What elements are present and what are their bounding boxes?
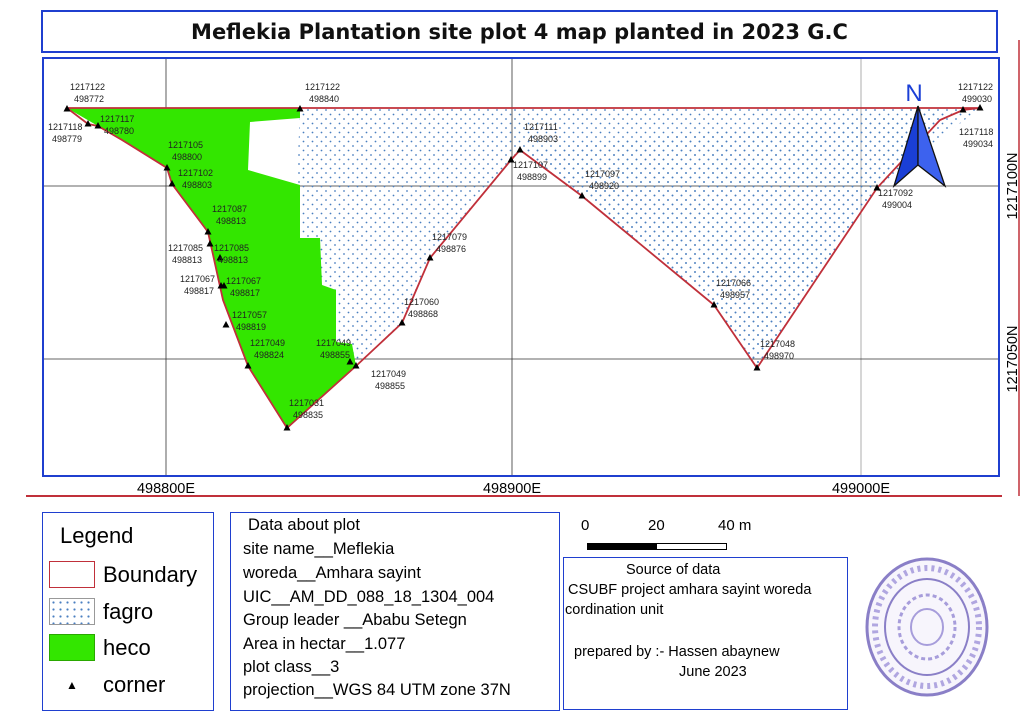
triangle-icon: ▲	[66, 677, 78, 692]
legend-label: fagro	[103, 598, 154, 624]
legend-label: corner	[103, 671, 166, 697]
corner-label: 1217057 498819	[232, 310, 267, 332]
corner-marker	[710, 301, 718, 308]
fagro-swatch	[49, 598, 95, 625]
corner-marker	[578, 192, 586, 199]
legend-label: Boundary	[103, 561, 198, 587]
corner-marker	[206, 240, 214, 247]
corner-label: 1217031 498835	[289, 398, 324, 420]
y-tick-label: 1217050N	[1005, 326, 1021, 393]
corner-label: 1217118 498779	[48, 122, 82, 144]
corner-label: 1217060 498868	[404, 297, 439, 319]
plot-info-line: woreda__Amhara sayint	[243, 564, 421, 582]
plot-info-line: Group leader __Ababu Setegn	[243, 611, 467, 629]
corner-marker	[220, 282, 228, 289]
corner-label: 1217092 499004	[878, 188, 913, 210]
corner-marker	[163, 164, 171, 171]
corner-marker	[398, 319, 406, 326]
scale-label: 40 m	[718, 517, 752, 534]
corner-label: 1217122 498840	[305, 82, 340, 104]
corner-marker	[63, 105, 71, 112]
corner-label: 1217067 498817	[180, 274, 215, 296]
scale-label: 20	[648, 517, 665, 534]
legend-item-fagro: fagro	[49, 598, 153, 625]
corner-label: 1217085 498813	[214, 243, 249, 265]
prepared-by: prepared by :- Hassen abaynew	[574, 644, 780, 660]
prepared-date: June 2023	[679, 664, 747, 680]
legend-label: heco	[103, 634, 151, 660]
corner-label: 1217097 498920	[585, 169, 620, 191]
map-title: Meflekia Plantation site plot 4 map plan…	[41, 10, 998, 53]
corner-label: 1217118 499034	[959, 127, 993, 149]
corner-label: 1217049 498855	[316, 338, 351, 360]
plot-info-box: Data about plot site name__Meflekia wore…	[230, 512, 560, 711]
corner-marker	[516, 146, 524, 153]
legend-title: Legend	[60, 523, 134, 548]
source-line: cordination unit	[565, 602, 664, 618]
corner-label: 1217079 498876	[432, 232, 467, 254]
corner-label: 1217107 498899	[513, 160, 548, 182]
corner-label: 1217122 499030	[958, 82, 993, 104]
plot-info-line: plot class__3	[243, 658, 340, 676]
plot-info-line: projection__WGS 84 UTM zone 37N	[243, 681, 511, 699]
x-tick-label: 498800E	[137, 481, 195, 497]
plot-info-line: Area in hectar__1.077	[243, 635, 406, 653]
corner-marker	[94, 122, 102, 129]
plot-info-line: UIC__AM_DD_088_18_1304_004	[243, 588, 495, 606]
x-tick-label: 499000E	[832, 481, 890, 497]
corner-marker	[959, 106, 967, 113]
corner-label: 1217049 498855	[371, 369, 406, 391]
corner-label: 1217105 498800	[168, 140, 203, 162]
corner-label: 1217048 498970	[760, 339, 795, 361]
corner-marker	[283, 424, 291, 431]
heco-area	[67, 108, 356, 428]
corner-label: 1217085 498813	[168, 243, 203, 265]
corner-marker	[346, 358, 354, 365]
x-tick-label: 498900E	[483, 481, 541, 497]
corner-label: 1217117 498780	[100, 114, 134, 136]
north-arrow: N	[892, 80, 947, 188]
scale-label: 0	[581, 517, 590, 534]
corner-marker	[244, 362, 252, 369]
legend-item-corner: ▲ corner	[49, 671, 165, 698]
legend-item-heco: heco	[49, 634, 151, 661]
corner-label: 1217102 498803	[178, 168, 213, 190]
plot-info-line: site name__Meflekia	[243, 540, 395, 558]
corner-label: 1217066 498957	[716, 278, 751, 300]
source-heading: Source of data	[626, 562, 721, 578]
corner-marker	[296, 105, 304, 112]
corner-label: 1217111 498903	[524, 122, 558, 144]
plot-info-heading: Data about plot	[248, 516, 360, 534]
corner-marker	[204, 228, 212, 235]
corner-marker	[753, 364, 761, 371]
scale-bar	[587, 543, 727, 550]
y-tick-label: 1217100N	[1005, 153, 1021, 220]
corner-marker	[976, 104, 984, 111]
heco-swatch	[49, 634, 95, 661]
corner-marker	[873, 184, 881, 191]
legend-item-boundary: Boundary	[49, 561, 197, 588]
corner-label: 1217122 498772	[70, 82, 105, 104]
boundary-swatch	[49, 561, 95, 588]
legend: Legend Boundary fagro heco ▲ corner	[42, 512, 214, 711]
corner-marker	[168, 180, 176, 187]
corner-label: 1217087 498813	[212, 204, 247, 226]
source-box: Source of data CSUBF project amhara sayi…	[563, 557, 848, 710]
corner-marker	[426, 254, 434, 261]
corner-marker	[216, 254, 224, 261]
corner-marker	[222, 321, 230, 328]
corner-marker	[84, 120, 92, 127]
corner-label: 1217049 498824	[250, 338, 285, 360]
corner-label: 1217067 498817	[226, 276, 261, 298]
corner-marker	[352, 362, 360, 369]
source-line: CSUBF project amhara sayint woreda	[568, 582, 812, 598]
corner-marker	[507, 156, 515, 163]
north-label: N	[905, 80, 922, 107]
official-stamp-seal	[865, 557, 989, 697]
fagro-area-east	[520, 108, 980, 368]
